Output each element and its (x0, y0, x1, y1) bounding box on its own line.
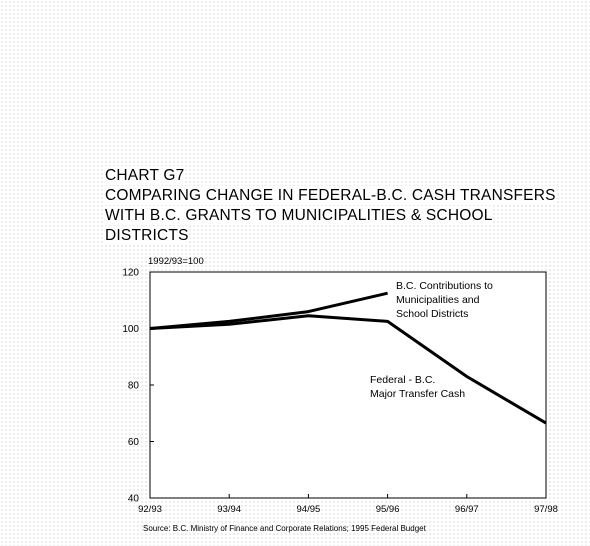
series-0-label-line-2: School Districts (396, 308, 468, 320)
x-tick-label-0: 92/93 (138, 504, 162, 515)
series-annotations: B.C. Contributions to Municipalities and S… (370, 280, 493, 400)
x-tick-label-2: 94/95 (297, 504, 321, 515)
y-tick-label-40: 40 (128, 494, 140, 505)
x-tick-label-1: 93/94 (217, 504, 241, 515)
chart-title-line-1: COMPARING CHANGE IN FEDERAL-B.C. CASH TR… (105, 186, 556, 205)
plot-background (150, 272, 546, 498)
source-note: Source: B.C. Ministry of Finance and Cor… (143, 524, 427, 533)
chart-title-line-3: DISTRICTS (105, 226, 189, 245)
series-group (149, 291, 547, 425)
chart-id-label: CHART G7 (105, 166, 185, 185)
x-tick-label-3: 95/96 (376, 504, 400, 515)
series-0-label-line-0: B.C. Contributions to (396, 280, 493, 292)
series-1-label-line-1: Major Transfer Cash (370, 388, 465, 400)
y-axis-unit-label: 1992/93=100 (148, 256, 204, 267)
x-tick-label-4: 96/97 (455, 504, 479, 515)
chart-title-line-2: WITH B.C. GRANTS TO MUNICIPALITIES & SCH… (105, 206, 493, 225)
y-tick-label-120: 120 (122, 268, 139, 279)
series-0-label-line-1: Municipalities and (396, 294, 480, 306)
axes-group: 40 60 80 100 120 92/93 93/94 94/95 95/96 96/97 97/… (122, 268, 558, 516)
series-line-1 (149, 314, 547, 425)
y-tick-label-60: 60 (128, 437, 140, 448)
x-tick-label-5: 97/98 (534, 504, 558, 515)
series-1-label-line-0: Federal - B.C. (370, 374, 435, 386)
y-tick-label-80: 80 (128, 381, 140, 392)
y-tick-label-100: 100 (122, 324, 139, 335)
